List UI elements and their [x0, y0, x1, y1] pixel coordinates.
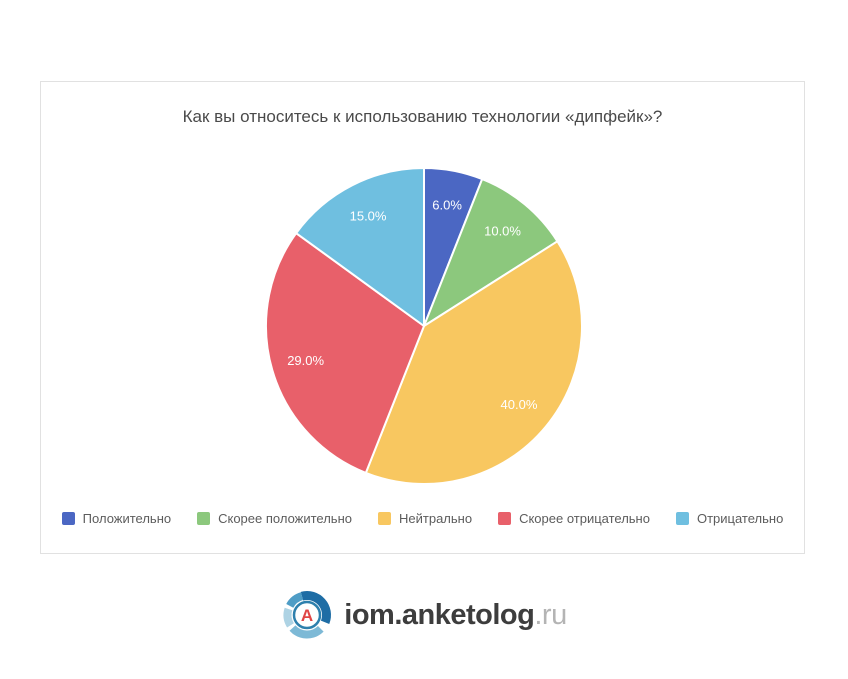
legend-label-3: Скорее отрицательно: [519, 511, 650, 526]
legend-swatch-0: [61, 512, 75, 525]
pie-slice-label-2: 40.0%: [501, 397, 538, 412]
logo-inner-circle: [293, 600, 322, 630]
legend-label-1: Скорее положительно: [218, 511, 352, 526]
chart-legend: Положительно Скорее положительно Нейтральн…: [41, 511, 804, 526]
chart-card: Как вы относитесь к использованию технол…: [40, 81, 805, 554]
logo-letter: A: [301, 606, 313, 625]
pie-slice-label-3: 29.0%: [287, 353, 324, 368]
pie-slice-3: [265, 232, 425, 474]
pie-slice-label-1: 10.0%: [484, 223, 521, 238]
legend-item-1: Скорее положительно: [197, 511, 352, 526]
legend-swatch-1: [197, 512, 211, 525]
legend-item-4: Отрицательно: [675, 511, 784, 526]
anketolog-logo-link[interactable]: A iom.anketolog.ru: [0, 587, 848, 643]
pie-slice-2: [364, 240, 583, 484]
logo-ring-segment-2: [283, 607, 295, 628]
logo-text: iom.anketolog.ru: [344, 598, 567, 631]
legend-swatch-2: [378, 512, 391, 525]
legend-label-0: Положительно: [82, 511, 172, 526]
pie-slice-label-4: 15.0%: [350, 209, 387, 224]
legend-item-0: Положительно: [61, 511, 172, 526]
pie-slice-4: [295, 167, 425, 327]
logo-text-suffix: .ru: [534, 598, 567, 631]
legend-swatch-3: [498, 512, 512, 525]
pie-slice-1: [423, 178, 559, 327]
logo-text-main: iom.anketolog: [344, 598, 535, 631]
legend-label-2: Нейтрально: [399, 511, 473, 526]
chart-title: Как вы относитесь к использованию технол…: [182, 107, 663, 126]
legend-swatch-4: [675, 512, 689, 525]
legend-item-3: Скорее отрицательно: [498, 511, 650, 526]
logo-ring-segment-0: [301, 591, 332, 624]
legend-item-2: Нейтрально: [378, 511, 472, 526]
logo-ring-segment-1: [289, 625, 324, 639]
anketolog-logo-icon: A: [283, 591, 332, 639]
pie-chart: 6.0% 10.0% 40.0% 29.0% 15.0%: [265, 167, 583, 484]
logo-ring-segment-3: [286, 592, 304, 608]
legend-label-4: Отрицательно: [696, 511, 784, 526]
pie-slice-label-0: 6.0%: [432, 197, 462, 212]
